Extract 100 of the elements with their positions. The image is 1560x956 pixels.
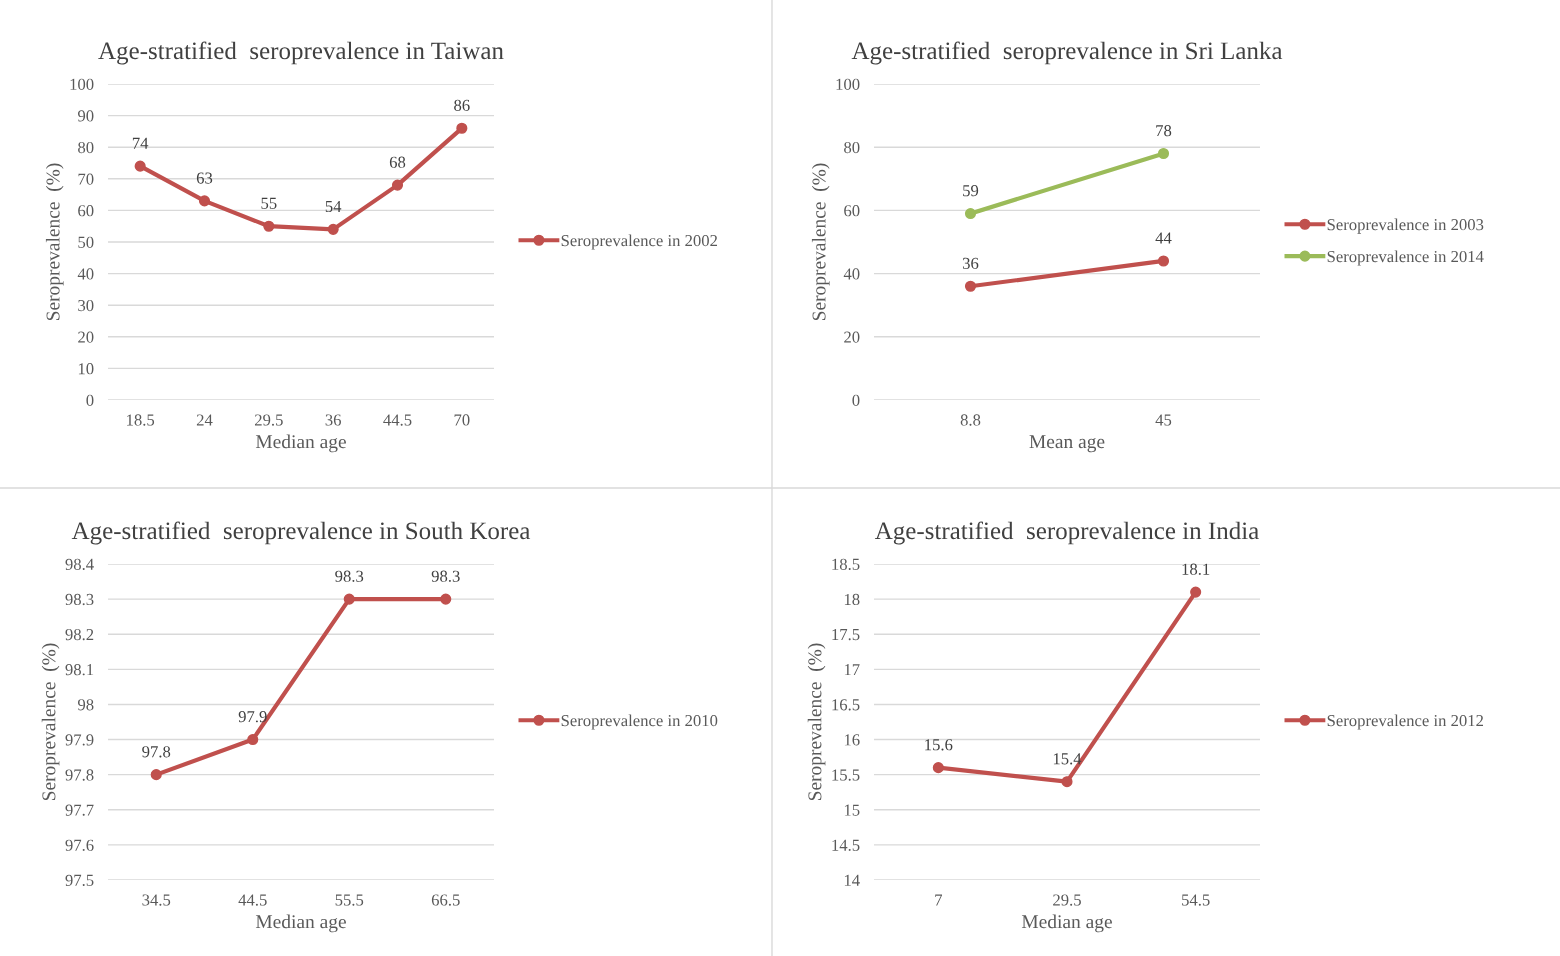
- chart-title: Age-stratified seroprevalence in Sri Lanka: [851, 41, 1283, 65]
- point: [1157, 255, 1170, 267]
- point: [391, 179, 404, 191]
- data-label: 97.8: [142, 746, 171, 758]
- chart-title: Age-stratified seroprevalence in India: [874, 521, 1259, 545]
- x-axis-title: Median age: [1021, 914, 1112, 933]
- x-tick-label: 70: [454, 414, 470, 426]
- y-tick-label: 18: [844, 593, 860, 606]
- y-tick-label: 14.5: [832, 839, 860, 851]
- y-tick-label: 90: [77, 110, 94, 122]
- y-tick-label: 97.5: [65, 874, 94, 887]
- x-tick-label: 54.5: [1182, 894, 1210, 906]
- y-tick-label: 10: [78, 363, 94, 375]
- y-tick-label: 17.5: [832, 629, 860, 641]
- data-label: 36: [962, 257, 979, 269]
- y-axis-title: Seroprevalence (%): [811, 163, 830, 321]
- data-label: 54: [325, 200, 342, 213]
- point: [932, 762, 944, 774]
- data-label: 15.6: [925, 739, 953, 751]
- y-tick-label: 97.9: [65, 734, 94, 746]
- y-tick-label: 70: [78, 173, 94, 185]
- data-label: 63: [196, 172, 213, 184]
- y-tick-label: 17: [844, 664, 860, 676]
- y-tick-label: 40: [843, 268, 860, 280]
- x-tick-label: 34.5: [142, 894, 171, 906]
- data-label: 68: [389, 156, 406, 168]
- y-tick-label: 100: [836, 78, 860, 90]
- y-tick-label: 98: [77, 699, 94, 711]
- data-label: 98.3: [335, 570, 364, 582]
- point: [263, 220, 275, 232]
- y-tick-label: 14: [844, 874, 860, 886]
- x-tick-label: 29.5: [1053, 894, 1081, 906]
- data-label: 78: [1156, 125, 1172, 137]
- x-tick-label: 66.5: [431, 894, 460, 906]
- chart-title: Age-stratified seroprevalence in South Korea: [71, 521, 531, 545]
- point: [440, 593, 452, 605]
- point: [247, 733, 259, 746]
- point: [456, 122, 468, 134]
- y-tick-label: 98.3: [65, 593, 94, 606]
- point: [150, 769, 162, 781]
- chart-title: Age-stratified seroprevalence in Taiwan: [98, 41, 504, 65]
- y-tick-label: 18.5: [832, 558, 860, 571]
- y-tick-label: 80: [844, 141, 860, 154]
- data-label: 44: [1155, 232, 1172, 244]
- data-label: 74: [132, 137, 149, 149]
- y-axis-title: Seroprevalence (%): [45, 163, 64, 321]
- x-tick-label: 24: [196, 414, 213, 426]
- point: [343, 593, 355, 605]
- y-tick-label: 20: [844, 331, 860, 343]
- point: [964, 280, 977, 292]
- y-tick-label: 98.4: [65, 558, 94, 571]
- legend-label: Seroprevalence in 2014: [1327, 250, 1484, 266]
- y-tick-label: 97.8: [65, 769, 94, 781]
- data-label: 98.3: [431, 570, 460, 582]
- point: [1190, 586, 1202, 598]
- legend-label: Seroprevalence in 2012: [1327, 714, 1484, 730]
- y-tick-label: 16.5: [832, 699, 860, 711]
- y-tick-label: 98.2: [65, 628, 94, 641]
- point: [1157, 147, 1170, 160]
- y-tick-label: 60: [844, 205, 860, 217]
- x-axis-title: Mean age: [1029, 435, 1105, 453]
- x-tick-label: 44.5: [238, 894, 267, 906]
- y-axis-title: Seroprevalence (%): [41, 643, 60, 801]
- data-label: 18.1: [1182, 563, 1210, 575]
- legend-label: Seroprevalence in 2003: [1327, 218, 1484, 234]
- y-tick-label: 97.7: [65, 804, 94, 816]
- y-tick-label: 16: [844, 734, 860, 746]
- point: [964, 208, 977, 220]
- data-label: 86: [454, 99, 470, 111]
- y-tick-label: 30: [78, 299, 94, 312]
- y-tick-label: 60: [78, 205, 94, 217]
- legend-label: Seroprevalence in 2002: [561, 234, 718, 250]
- y-tick-label: 50: [78, 236, 94, 248]
- x-tick-label: 36: [325, 414, 341, 426]
- y-tick-label: 97.6: [65, 839, 94, 851]
- x-tick-label: 44.5: [383, 414, 412, 426]
- y-tick-label: 15.5: [832, 769, 860, 781]
- data-label: 55: [261, 197, 277, 209]
- y-tick-label: 15: [844, 804, 860, 816]
- x-tick-label: 7: [935, 894, 943, 906]
- y-tick-label: 80: [78, 141, 94, 154]
- x-tick-label: 55.5: [335, 894, 364, 906]
- y-axis-title: Seroprevalence (%): [807, 643, 826, 801]
- y-tick-label: 98.1: [65, 664, 94, 676]
- x-axis-title: Median age: [255, 914, 346, 933]
- y-tick-label: 0: [852, 394, 860, 406]
- point: [1061, 776, 1073, 788]
- data-label: 15.4: [1053, 753, 1082, 765]
- x-tick-label: 8.8: [960, 414, 981, 426]
- point: [327, 223, 339, 235]
- y-tick-label: 0: [86, 394, 94, 406]
- legend-label: Seroprevalence in 2010: [561, 714, 718, 730]
- x-tick-label: 29.5: [254, 414, 283, 426]
- x-tick-label: 45: [1155, 414, 1172, 426]
- point: [198, 195, 211, 207]
- data-label: 97.9: [238, 711, 267, 723]
- y-tick-label: 100: [70, 78, 94, 90]
- y-tick-label: 40: [77, 268, 94, 280]
- point: [134, 160, 146, 172]
- y-tick-label: 20: [78, 331, 94, 343]
